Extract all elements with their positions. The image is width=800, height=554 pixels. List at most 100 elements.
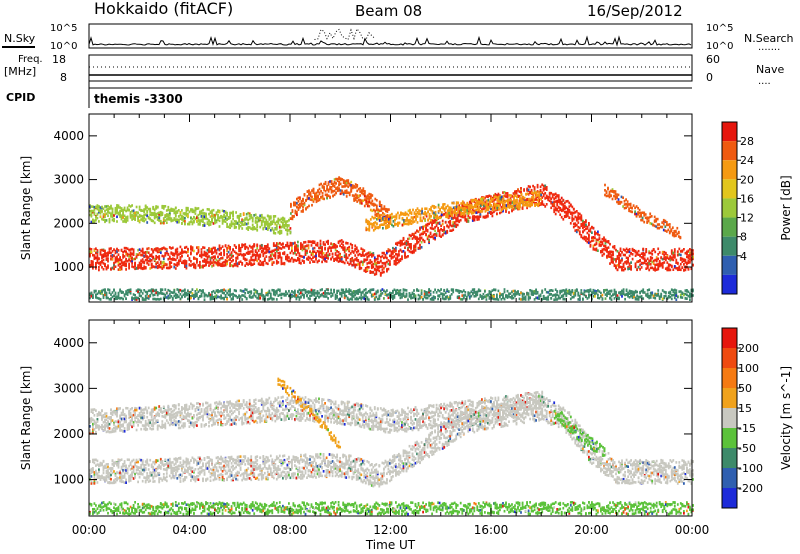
cell — [123, 293, 126, 296]
cell — [257, 216, 260, 220]
cell — [316, 260, 319, 264]
cell — [458, 213, 461, 216]
cell — [679, 250, 682, 253]
cell — [377, 226, 380, 229]
cell — [312, 191, 315, 194]
cell — [550, 200, 553, 204]
cell — [409, 218, 411, 222]
cell — [580, 222, 583, 226]
cell — [345, 181, 348, 185]
cell — [327, 188, 330, 192]
cell — [147, 251, 150, 254]
cell — [604, 248, 607, 252]
cell — [670, 258, 673, 261]
cell — [168, 246, 171, 249]
cell — [437, 226, 439, 230]
cell — [519, 201, 521, 204]
cell — [661, 261, 664, 265]
cell — [450, 229, 453, 232]
cell — [168, 216, 171, 220]
cell — [663, 257, 666, 260]
cell — [690, 258, 693, 262]
cell — [637, 249, 640, 253]
cell — [351, 259, 354, 262]
cell — [131, 218, 133, 221]
cell — [416, 221, 419, 224]
cell — [155, 257, 158, 260]
cell — [217, 262, 219, 265]
cell — [386, 260, 388, 264]
cell — [107, 204, 109, 208]
cell — [191, 294, 194, 298]
cell — [428, 240, 430, 244]
cell — [212, 251, 215, 254]
cell — [493, 204, 496, 207]
cell — [645, 259, 648, 262]
cell — [557, 205, 560, 209]
cell — [182, 215, 185, 219]
cell — [661, 225, 664, 229]
cell — [617, 193, 620, 197]
cell — [382, 217, 384, 220]
cell — [318, 198, 321, 202]
cell — [407, 219, 410, 222]
cell — [263, 295, 266, 298]
cell — [298, 252, 301, 255]
cell — [432, 219, 435, 223]
cell — [598, 234, 601, 237]
cell — [159, 219, 162, 223]
cell — [220, 294, 222, 297]
cell — [422, 232, 424, 236]
cell — [122, 214, 124, 217]
cell — [451, 208, 454, 211]
cell — [386, 268, 388, 271]
cell — [323, 182, 325, 186]
cell — [644, 216, 647, 220]
cell — [369, 259, 372, 262]
cell — [153, 216, 156, 220]
cell — [95, 296, 97, 299]
cell — [433, 206, 435, 210]
cell — [96, 296, 99, 300]
cell — [470, 206, 473, 209]
cell — [250, 227, 253, 230]
cell — [412, 208, 414, 212]
cell — [250, 256, 253, 259]
cell — [622, 268, 625, 272]
cell — [654, 263, 657, 267]
cell — [572, 208, 575, 211]
cell — [490, 207, 492, 211]
cell — [283, 251, 286, 254]
cell — [554, 200, 557, 203]
cell — [354, 265, 357, 269]
cell — [147, 207, 150, 211]
cell — [312, 247, 314, 250]
cell — [409, 211, 411, 214]
cell — [236, 216, 239, 219]
cell — [616, 255, 619, 258]
cell — [184, 264, 186, 267]
cell — [339, 244, 341, 248]
cell — [578, 232, 581, 236]
cell — [363, 198, 366, 201]
cell — [635, 215, 638, 218]
cell — [467, 214, 470, 218]
cell — [407, 248, 409, 252]
cell — [319, 244, 322, 247]
cell — [580, 218, 583, 222]
cell — [661, 263, 664, 266]
cell — [93, 211, 96, 214]
nsearch-label: N.Search — [744, 32, 794, 45]
cell — [146, 255, 149, 258]
cell — [229, 264, 231, 268]
cell — [294, 212, 297, 215]
cell — [149, 267, 152, 270]
cell — [161, 254, 164, 258]
cell — [366, 262, 369, 265]
cell — [368, 204, 371, 208]
cell — [251, 219, 254, 223]
cell — [282, 292, 284, 296]
cell — [689, 258, 691, 261]
cell — [251, 245, 254, 248]
cell — [143, 298, 146, 301]
